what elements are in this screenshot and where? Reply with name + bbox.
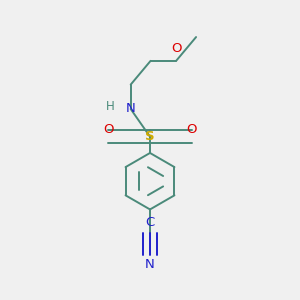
Text: S: S <box>145 130 155 143</box>
Text: C: C <box>146 216 154 229</box>
Text: N: N <box>126 103 136 116</box>
Text: N: N <box>145 258 155 271</box>
Text: O: O <box>171 42 181 56</box>
Text: O: O <box>186 123 197 136</box>
Text: O: O <box>103 123 114 136</box>
Text: H: H <box>106 100 114 112</box>
